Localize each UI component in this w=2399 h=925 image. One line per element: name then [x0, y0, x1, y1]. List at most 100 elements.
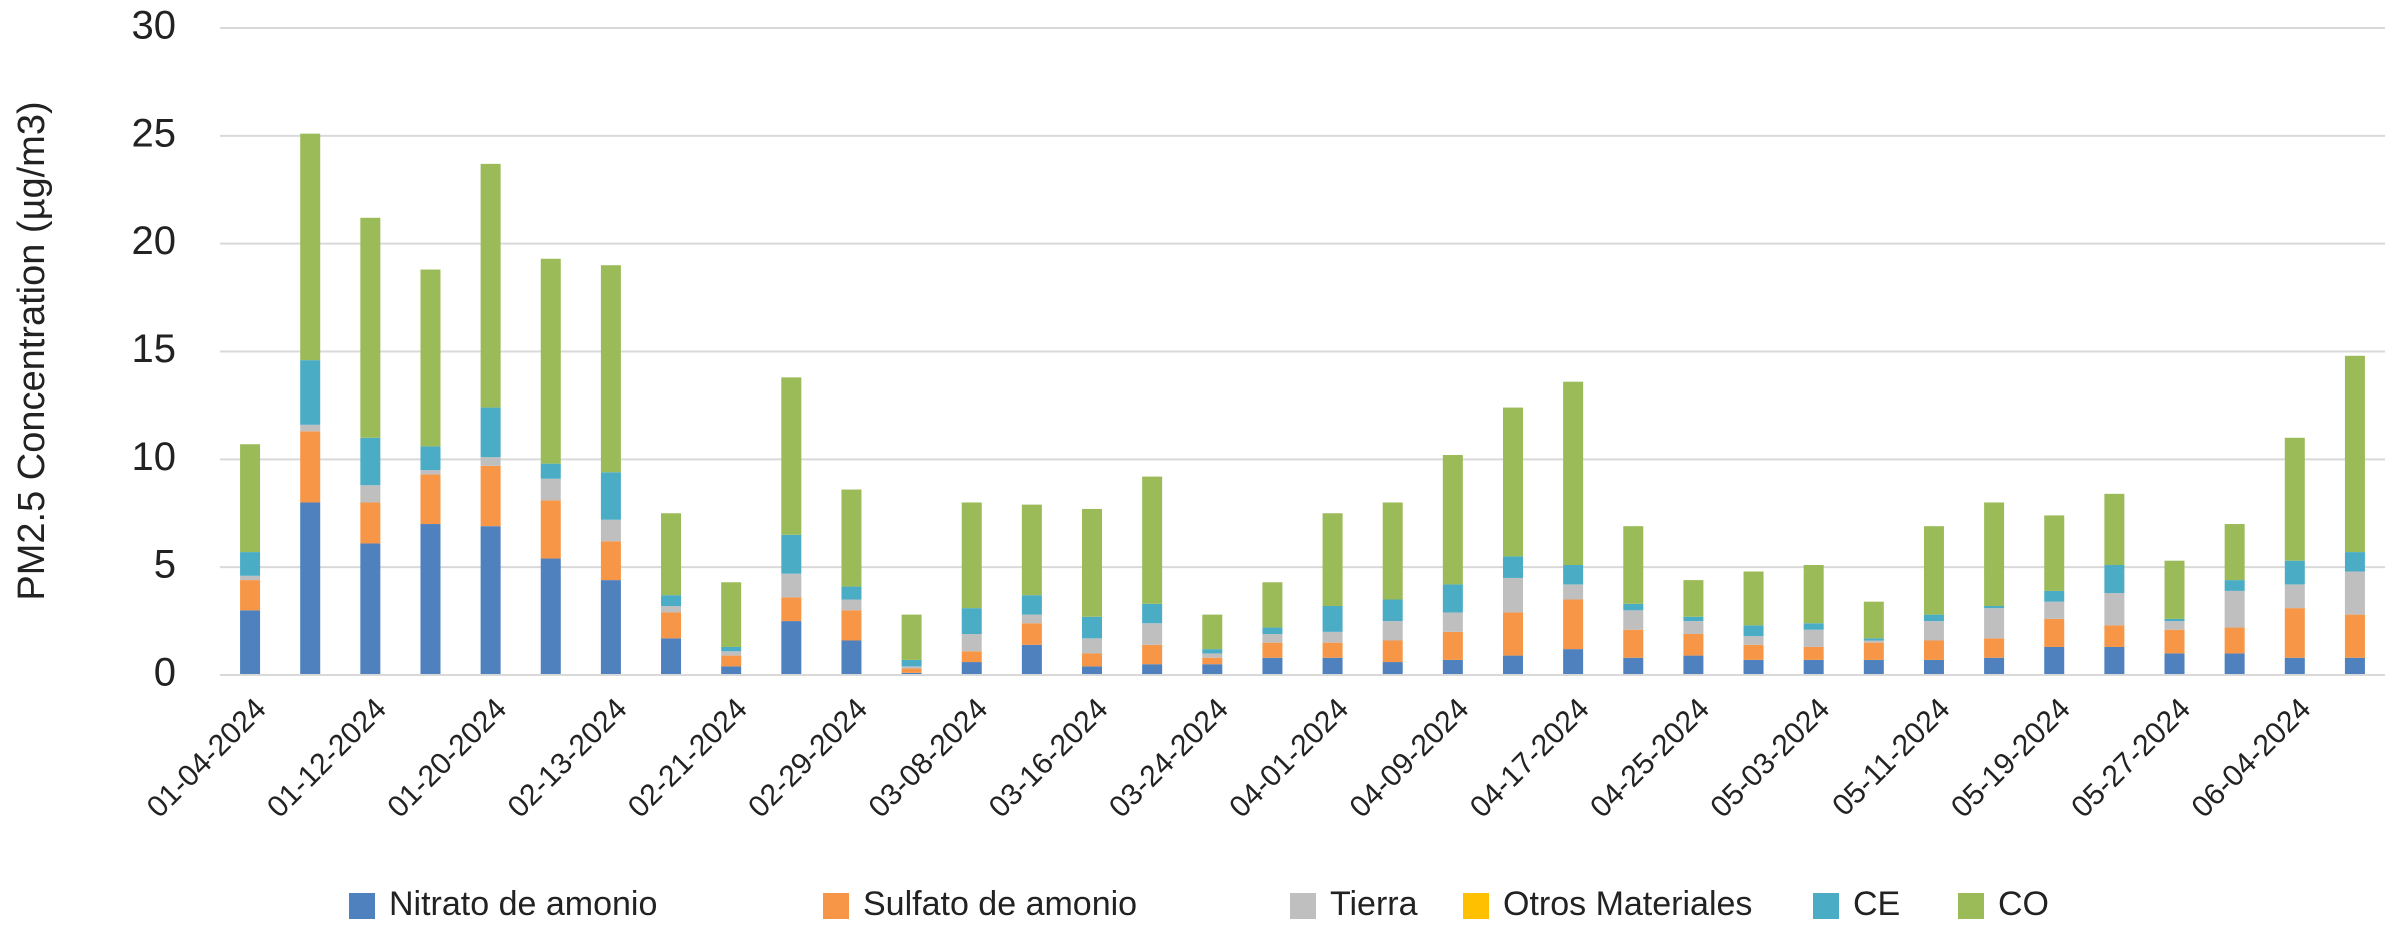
bar-segment	[1142, 644, 1163, 665]
bar-segment	[1984, 605, 2005, 609]
bar-segment	[2344, 571, 2365, 615]
bar-segment	[2044, 601, 2065, 619]
x-tick-label: 04-09-2024	[1344, 692, 1476, 824]
bar-segment	[1322, 513, 1343, 606]
bar-segment	[2164, 621, 2185, 630]
bar-segment	[2164, 618, 2185, 622]
bar-segment	[2284, 584, 2305, 609]
bar-segment	[1021, 614, 1042, 624]
bar-segment	[1442, 659, 1463, 675]
x-tick-label: 03-24-2024	[1103, 692, 1235, 824]
bar-segment	[1262, 634, 1283, 643]
bar-segment	[1382, 662, 1403, 675]
bar-segment	[1743, 636, 1764, 645]
bar-segment	[1623, 610, 1644, 630]
x-tick-label: 02-13-2024	[502, 692, 634, 824]
bar-segment	[2224, 627, 2245, 654]
bar-segment	[1683, 621, 1704, 635]
legend-swatch	[823, 893, 849, 919]
legend-label: CE	[1853, 885, 1900, 923]
bar-segment	[841, 599, 862, 611]
bar-segment	[841, 610, 862, 641]
bar-segment	[2104, 493, 2125, 566]
bar-segment	[1923, 640, 1944, 660]
bar-segment	[841, 640, 862, 675]
bar-segment	[1863, 659, 1884, 675]
bar-segment	[2104, 593, 2125, 626]
bar-segment	[1923, 614, 1944, 622]
bar-segment	[360, 217, 381, 438]
bar-segment	[1202, 653, 1223, 658]
x-tick-label: 05-19-2024	[1945, 692, 2077, 824]
bar-segment	[2224, 524, 2245, 581]
y-tick-label: 15	[132, 327, 177, 371]
bar-segment	[480, 457, 501, 466]
bar-segment	[841, 586, 862, 600]
bar-segment	[2344, 552, 2365, 572]
bar-segment	[1442, 612, 1463, 632]
bar-segment	[420, 474, 441, 525]
bar-segment	[2104, 565, 2125, 594]
bar-segment	[1082, 616, 1103, 639]
x-tick-label: 04-25-2024	[1584, 692, 1716, 824]
bar-segment	[1021, 644, 1042, 675]
bar-segment	[721, 646, 742, 652]
legend-label: Nitrato de amonio	[389, 885, 657, 923]
bar-segment	[300, 424, 321, 432]
x-tick-label: 05-03-2024	[1704, 692, 1836, 824]
bar-segment	[600, 580, 621, 675]
bar-segment	[661, 605, 682, 613]
y-tick-label: 25	[132, 111, 177, 155]
bar-segment	[1502, 577, 1523, 613]
bar-segment	[2104, 625, 2125, 647]
legend-label: Sulfato de amonio	[863, 885, 1137, 923]
bar-segment	[1863, 642, 1884, 660]
x-tick-label: 01-12-2024	[261, 692, 393, 824]
bar-segment	[661, 612, 682, 639]
bar-segment	[721, 582, 742, 647]
bar-segment	[480, 407, 501, 458]
bar-segment	[240, 444, 261, 553]
bar-segment	[420, 470, 441, 475]
bar-segment	[240, 610, 261, 675]
bar-segment	[1623, 603, 1644, 611]
bar-segment	[2164, 653, 2185, 675]
bar-segment	[1502, 556, 1523, 578]
bar-segment	[1984, 638, 2005, 658]
bar-segment	[540, 463, 561, 479]
x-tick-label: 01-04-2024	[141, 692, 273, 824]
bar-segment	[2224, 590, 2245, 628]
bar-segment	[961, 662, 982, 675]
bar-segment	[1743, 659, 1764, 675]
bar-segment	[781, 573, 802, 598]
bar-segment	[1563, 565, 1584, 585]
bar-segment	[2164, 629, 2185, 654]
bar-segment	[1262, 582, 1283, 628]
bar-segment	[781, 377, 802, 535]
bar-segment	[1262, 657, 1283, 675]
bar-segment	[2224, 653, 2245, 675]
bar-segment	[480, 526, 501, 675]
bar-segment	[540, 558, 561, 675]
bar-segment	[961, 608, 982, 635]
bar-segment	[721, 666, 742, 675]
bar-segment	[1442, 584, 1463, 613]
bar-segment	[360, 485, 381, 503]
bar-segment	[600, 519, 621, 542]
bar-segment	[961, 651, 982, 663]
bar-segment	[2284, 437, 2305, 561]
bar-segment	[1743, 644, 1764, 660]
bar-segment	[901, 672, 922, 675]
bar-segment	[1563, 649, 1584, 675]
bar-segment	[1202, 649, 1223, 654]
bar-segment	[480, 163, 501, 408]
bar-segment	[1262, 642, 1283, 658]
bar-segment	[540, 500, 561, 559]
bar-segment	[1984, 657, 2005, 675]
bar-segment	[1623, 657, 1644, 675]
legend-swatch	[1290, 893, 1316, 919]
bar-segment	[901, 614, 922, 660]
legend-swatch	[1813, 893, 1839, 919]
bar-segment	[961, 502, 982, 609]
